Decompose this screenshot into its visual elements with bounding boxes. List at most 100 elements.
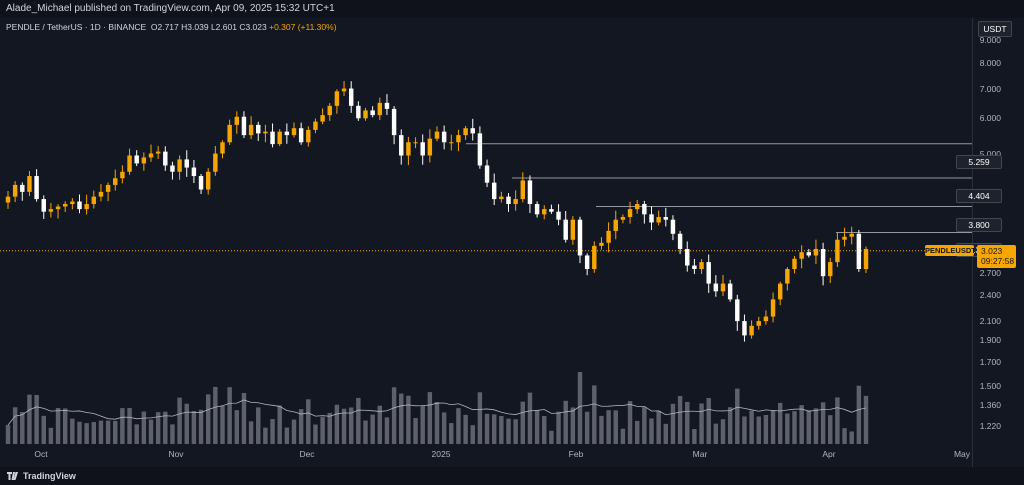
candle-body[interactable] xyxy=(491,182,497,200)
candle-body[interactable] xyxy=(713,283,719,292)
candle-body[interactable] xyxy=(663,216,669,220)
candle-body[interactable] xyxy=(477,133,483,166)
candle-body[interactable] xyxy=(685,249,690,266)
candle-body[interactable] xyxy=(727,283,733,300)
candle-body[interactable] xyxy=(649,214,654,223)
candle-body[interactable] xyxy=(470,128,475,134)
candle-body[interactable] xyxy=(406,142,411,156)
candle-body[interactable] xyxy=(84,204,89,210)
candle-body[interactable] xyxy=(599,242,604,246)
candle-body[interactable] xyxy=(62,204,68,207)
candle-body[interactable] xyxy=(127,155,132,172)
candle-body[interactable] xyxy=(70,201,75,205)
candle-body[interactable] xyxy=(313,121,318,130)
candle-body[interactable] xyxy=(856,233,862,270)
candle-body[interactable] xyxy=(163,151,168,166)
candle-body[interactable] xyxy=(413,142,418,144)
candle-body[interactable] xyxy=(270,131,275,145)
candle-body[interactable] xyxy=(291,128,297,136)
candle-body[interactable] xyxy=(55,206,61,210)
candle-body[interactable] xyxy=(356,105,361,119)
candle-body[interactable] xyxy=(384,102,390,109)
candle-body[interactable] xyxy=(134,155,139,164)
candle-body[interactable] xyxy=(27,176,32,192)
candle-body[interactable] xyxy=(527,180,533,205)
candle-body[interactable] xyxy=(420,142,425,156)
candle-body[interactable] xyxy=(699,262,704,270)
candle-body[interactable] xyxy=(835,239,840,263)
candle-body[interactable] xyxy=(277,131,282,145)
candle-body[interactable] xyxy=(570,219,576,240)
candle-body[interactable] xyxy=(284,131,290,136)
candle-body[interactable] xyxy=(198,176,204,190)
candle-body[interactable] xyxy=(377,102,383,116)
candle-body[interactable] xyxy=(227,124,232,143)
candle-body[interactable] xyxy=(363,110,368,119)
candle-body[interactable] xyxy=(348,88,354,106)
candle-body[interactable] xyxy=(842,236,847,240)
candle-body[interactable] xyxy=(692,265,697,270)
candle-body[interactable] xyxy=(499,196,504,200)
candle-body[interactable] xyxy=(806,252,812,256)
candle-body[interactable] xyxy=(720,283,726,292)
candle-body[interactable] xyxy=(735,299,740,322)
candle-body[interactable] xyxy=(506,196,511,205)
candle-body[interactable] xyxy=(613,219,618,231)
candle-body[interactable] xyxy=(98,191,104,197)
candle-body[interactable] xyxy=(820,249,826,277)
candle-body[interactable] xyxy=(184,159,189,168)
candle-body[interactable] xyxy=(155,151,161,154)
candle-body[interactable] xyxy=(148,153,154,158)
candle-body[interactable] xyxy=(799,252,804,259)
candle-body[interactable] xyxy=(620,216,626,220)
candle-body[interactable] xyxy=(563,219,568,240)
candle-body[interactable] xyxy=(12,184,18,197)
candle-body[interactable] xyxy=(520,180,526,200)
candle-body[interactable] xyxy=(91,196,97,205)
candle-body[interactable] xyxy=(670,219,676,234)
candle-body[interactable] xyxy=(248,124,254,136)
candle-body[interactable] xyxy=(341,88,347,92)
candle-body[interactable] xyxy=(849,233,854,237)
candle-body[interactable] xyxy=(556,211,561,220)
candle-body[interactable] xyxy=(549,209,554,212)
candle-body[interactable] xyxy=(706,262,711,284)
candle-body[interactable] xyxy=(306,129,311,143)
candle-body[interactable] xyxy=(770,299,776,317)
candle-body[interactable] xyxy=(606,230,611,243)
candle-body[interactable] xyxy=(256,124,261,134)
candle-body[interactable] xyxy=(513,199,518,205)
candle-body[interactable] xyxy=(434,131,440,139)
candle-body[interactable] xyxy=(334,91,340,106)
candle-body[interactable] xyxy=(213,153,218,172)
currency-button[interactable]: USDT xyxy=(978,21,1012,37)
candle-body[interactable] xyxy=(41,199,46,212)
price-axis[interactable]: 9.0008.0007.0006.0005.0004.0003.0002.700… xyxy=(956,18,1024,467)
candle-body[interactable] xyxy=(177,159,182,172)
candle-body[interactable] xyxy=(191,167,197,177)
candle-body[interactable] xyxy=(828,262,833,277)
candle-body[interactable] xyxy=(34,176,39,200)
candle-body[interactable] xyxy=(756,321,761,326)
candle-body[interactable] xyxy=(120,171,125,179)
candle-body[interactable] xyxy=(48,209,54,212)
candle-body[interactable] xyxy=(399,135,404,156)
candle-body[interactable] xyxy=(749,325,754,336)
candle-body[interactable] xyxy=(656,216,661,223)
candle-body[interactable] xyxy=(370,110,375,116)
candle-body[interactable] xyxy=(792,258,797,270)
candle-body[interactable] xyxy=(20,184,25,192)
candle-body[interactable] xyxy=(263,131,268,134)
candle-body[interactable] xyxy=(320,115,325,122)
candle-body[interactable] xyxy=(577,219,583,256)
candle-body[interactable] xyxy=(785,269,790,284)
candle-body[interactable] xyxy=(220,142,225,154)
candle-body[interactable] xyxy=(391,108,397,136)
candle-body[interactable] xyxy=(456,135,461,143)
candle-body[interactable] xyxy=(777,283,783,300)
chart-pane[interactable] xyxy=(0,18,1024,467)
candle-body[interactable] xyxy=(113,178,118,185)
candle-body[interactable] xyxy=(627,209,633,217)
candle-body[interactable] xyxy=(234,116,240,125)
candle-body[interactable] xyxy=(463,128,468,136)
